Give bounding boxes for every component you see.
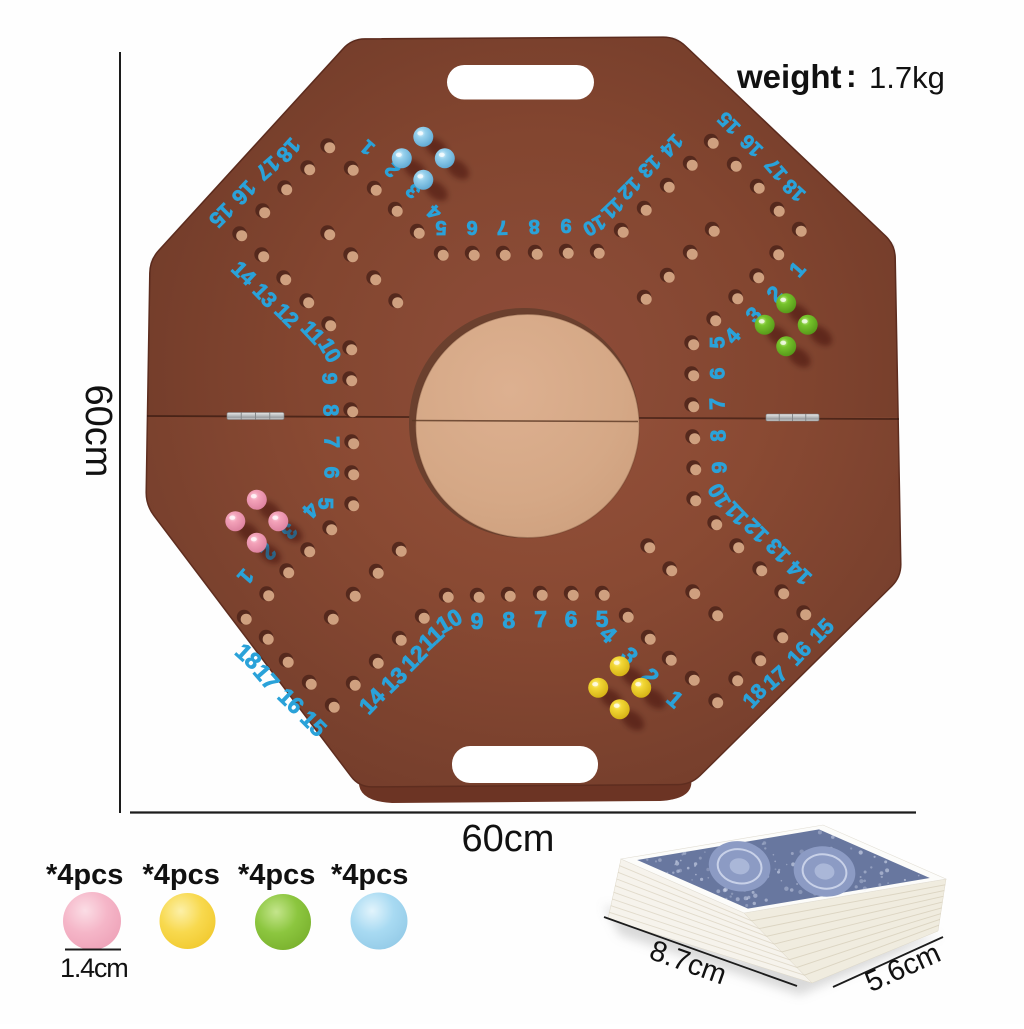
svg-text:6: 6: [565, 606, 578, 632]
svg-text:60cm: 60cm: [77, 385, 119, 478]
svg-text:*4pcs: *4pcs: [143, 859, 220, 891]
svg-text:5: 5: [435, 216, 446, 238]
svg-text:9: 9: [708, 461, 732, 473]
svg-text:8: 8: [318, 404, 342, 417]
svg-text:1.4cm: 1.4cm: [60, 953, 128, 983]
svg-text:*4pcs: *4pcs: [46, 859, 123, 891]
svg-text:9: 9: [560, 214, 571, 236]
svg-text:5: 5: [596, 606, 609, 632]
svg-text:9: 9: [471, 608, 484, 634]
svg-text:8: 8: [502, 607, 516, 633]
svg-text:7: 7: [496, 216, 508, 238]
svg-text:*4pcs: *4pcs: [238, 859, 315, 891]
svg-text:5: 5: [314, 498, 338, 510]
svg-text:9: 9: [318, 373, 342, 385]
svg-text:7: 7: [705, 397, 729, 410]
svg-text:60cm: 60cm: [462, 818, 555, 860]
svg-text:8: 8: [706, 429, 730, 442]
svg-text:*4pcs: *4pcs: [331, 859, 408, 891]
svg-text:6: 6: [706, 367, 730, 379]
svg-text:8: 8: [528, 215, 540, 237]
svg-text:weight: weight: [736, 58, 842, 95]
svg-text:7: 7: [534, 606, 548, 632]
svg-text::: :: [846, 58, 857, 94]
svg-text:1.7kg: 1.7kg: [869, 60, 945, 95]
svg-text:7: 7: [319, 436, 343, 449]
svg-text:5: 5: [706, 336, 730, 348]
svg-text:6: 6: [320, 467, 344, 479]
svg-text:6: 6: [466, 216, 477, 238]
